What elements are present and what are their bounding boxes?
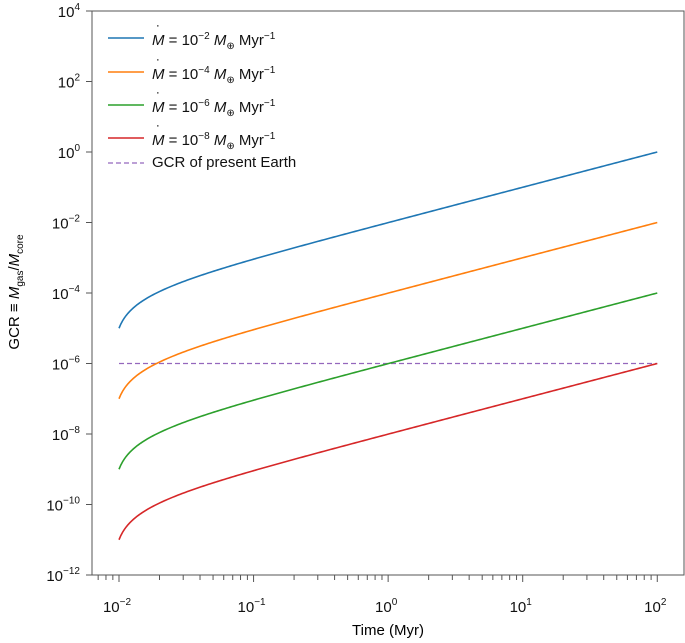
y-tick-label: 10−8 bbox=[52, 425, 81, 444]
legend-entry-reference: GCR of present Earth bbox=[152, 154, 297, 171]
x-tick-label: 100 bbox=[375, 597, 398, 616]
x-tick-label: 102 bbox=[644, 597, 667, 616]
y-axis-label: GCR ≡ Mgas/Mcore bbox=[6, 234, 26, 350]
y-tick-label: 10−4 bbox=[52, 284, 81, 303]
y-tick-label: 102 bbox=[58, 73, 81, 92]
series-line-3 bbox=[118, 292, 658, 470]
legend-entry: M = 10−4 M⊕ Myr−1 bbox=[152, 62, 275, 90]
x-axis-label: Time (Myr) bbox=[352, 622, 424, 639]
y-tick-label: 10−2 bbox=[52, 214, 81, 233]
legend-entry: M = 10−8 M⊕ Myr−1 bbox=[152, 128, 275, 156]
x-tick-label: 101 bbox=[510, 597, 533, 616]
x-tick-label: 10−1 bbox=[238, 597, 267, 616]
y-tick-label: 100 bbox=[58, 143, 81, 162]
series-line-1 bbox=[118, 151, 658, 329]
y-tick-label: 10−10 bbox=[46, 496, 80, 515]
x-tick-label: 10−2 bbox=[103, 597, 132, 616]
legend-entry: M = 10−6 M⊕ Myr−1 bbox=[152, 95, 275, 123]
legend-entry: M = 10−2 M⊕ Myr−1 bbox=[152, 28, 275, 56]
y-tick-label: 104 bbox=[58, 2, 81, 21]
series-line-2 bbox=[118, 221, 658, 400]
y-tick-label: 10−6 bbox=[52, 355, 81, 374]
y-tick-label: 10−12 bbox=[46, 566, 80, 585]
series-line-4 bbox=[118, 362, 658, 541]
